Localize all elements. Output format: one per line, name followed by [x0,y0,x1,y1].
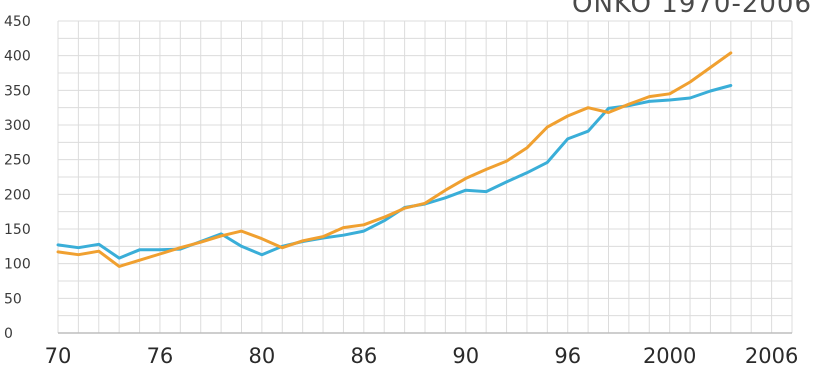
chart-title: ONKO 1970-2006 [572,0,812,19]
y-tick-label: 200 [4,187,31,203]
series-lines [56,51,733,268]
x-tick-label: 96 [554,344,581,368]
x-tick-label: 2000 [643,344,696,368]
y-tick-label: 0 [4,326,13,342]
y-tick-label: 50 [4,291,22,307]
x-tick-label: 76 [147,344,174,368]
x-tick-label: 80 [249,344,276,368]
y-tick-label: 400 [4,49,31,65]
grid [57,20,793,334]
y-tick-label: 450 [4,14,31,30]
series-line-1 [56,84,733,260]
y-tick-label: 150 [4,222,31,238]
y-tick-label: 100 [4,257,31,273]
y-axis-ticks: 0 50 100 150 200 250 300 350 400 450 [4,14,31,342]
x-tick-label: 70 [45,344,72,368]
series-line-2 [56,51,733,268]
x-tick-label: 90 [452,344,479,368]
y-tick-label: 250 [4,153,31,169]
x-axis-ticks: 70 76 80 86 90 96 2000 2006 [45,344,799,368]
y-tick-label: 300 [4,118,31,134]
x-tick-label: 2006 [745,344,798,368]
x-tick-label: 86 [350,344,377,368]
y-tick-label: 350 [4,83,31,99]
